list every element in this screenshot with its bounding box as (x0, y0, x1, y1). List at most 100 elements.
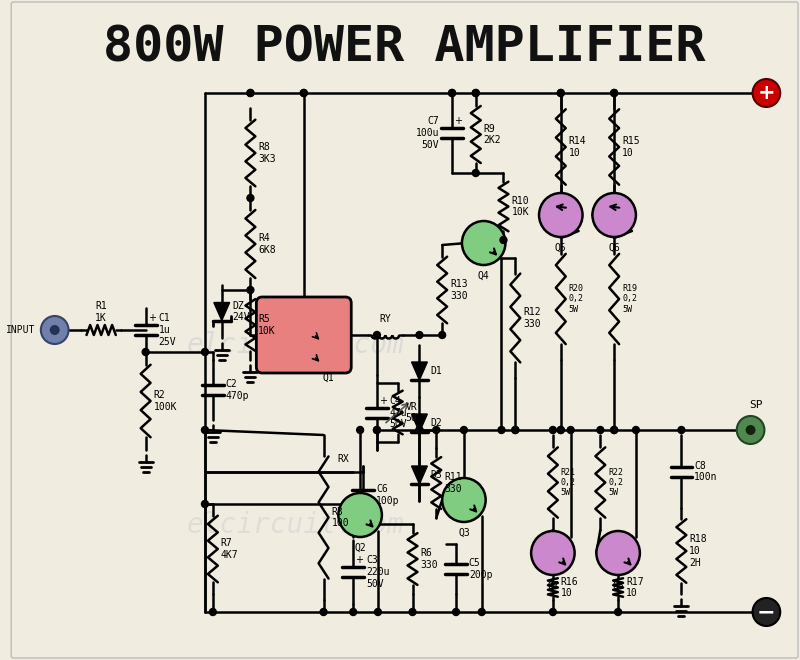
Circle shape (433, 426, 440, 434)
Text: SP: SP (749, 400, 762, 410)
Circle shape (202, 426, 209, 434)
Polygon shape (214, 302, 230, 321)
Circle shape (610, 426, 618, 434)
Circle shape (202, 500, 209, 508)
Circle shape (416, 331, 423, 339)
Text: C1
1u
25V: C1 1u 25V (158, 314, 176, 346)
Text: R3
100: R3 100 (331, 507, 349, 528)
Text: DZ
24V: DZ 24V (233, 301, 250, 322)
Circle shape (614, 609, 622, 616)
Circle shape (374, 331, 380, 339)
Text: R20
0,2
5W: R20 0,2 5W (569, 284, 584, 314)
Text: RX: RX (338, 454, 350, 464)
Circle shape (539, 193, 582, 237)
Text: Q3: Q3 (458, 528, 470, 538)
Circle shape (610, 90, 618, 96)
Text: +: + (379, 395, 387, 405)
Circle shape (512, 426, 518, 434)
Circle shape (558, 90, 564, 96)
Text: elcircuit.com: elcircuit.com (187, 331, 405, 359)
Text: R16
10: R16 10 (561, 577, 578, 599)
FancyBboxPatch shape (256, 297, 351, 373)
Circle shape (416, 426, 423, 434)
Circle shape (498, 426, 505, 434)
Text: 800W POWER AMPLIFIER: 800W POWER AMPLIFIER (103, 23, 706, 71)
Text: R12
330: R12 330 (523, 307, 541, 329)
Circle shape (531, 531, 574, 575)
Text: D2: D2 (430, 418, 442, 428)
Circle shape (610, 426, 618, 434)
Polygon shape (411, 466, 427, 484)
FancyBboxPatch shape (11, 2, 798, 658)
Text: R19
0,2
5W: R19 0,2 5W (622, 284, 637, 314)
Text: R15
10: R15 10 (622, 136, 640, 158)
Text: Q6: Q6 (608, 243, 620, 253)
Text: R18
10
2H: R18 10 2H (690, 535, 707, 568)
Text: R8
3K3: R8 3K3 (258, 142, 276, 164)
Text: VR
500: VR 500 (406, 402, 423, 423)
Circle shape (500, 236, 507, 244)
Text: R21
0,2
5W: R21 0,2 5W (561, 467, 576, 498)
Text: R6
330: R6 330 (421, 548, 438, 570)
Circle shape (374, 426, 380, 434)
Circle shape (449, 90, 455, 96)
Text: D1: D1 (430, 366, 442, 376)
Text: R2
100K: R2 100K (154, 390, 177, 412)
Text: +: + (148, 313, 156, 323)
Text: R7
4K7: R7 4K7 (221, 538, 238, 560)
Circle shape (357, 426, 363, 434)
Circle shape (442, 478, 486, 522)
Text: R13
330: R13 330 (450, 279, 468, 301)
Circle shape (633, 426, 639, 434)
Text: +: + (758, 83, 775, 103)
Circle shape (338, 493, 382, 537)
Circle shape (202, 348, 209, 356)
Circle shape (472, 90, 479, 96)
Text: C2
470p: C2 470p (226, 379, 249, 401)
Circle shape (247, 195, 254, 201)
Text: RY: RY (379, 314, 391, 324)
Circle shape (461, 426, 467, 434)
Circle shape (41, 316, 69, 344)
Text: −: − (757, 602, 776, 622)
Text: C8
100n: C8 100n (694, 461, 718, 482)
Circle shape (472, 90, 479, 96)
Text: C5
200p: C5 200p (469, 558, 492, 579)
Text: R11
330: R11 330 (444, 472, 462, 494)
Text: Q2: Q2 (354, 543, 366, 553)
Text: D3: D3 (430, 470, 442, 480)
Circle shape (416, 426, 423, 434)
Circle shape (558, 426, 564, 434)
Text: Q1: Q1 (322, 373, 334, 383)
Circle shape (558, 90, 564, 96)
Text: R1
1K: R1 1K (95, 302, 107, 323)
Circle shape (512, 426, 518, 434)
Circle shape (558, 426, 564, 434)
Circle shape (350, 609, 357, 616)
Circle shape (737, 416, 765, 444)
Circle shape (449, 90, 455, 96)
Circle shape (247, 286, 254, 294)
Circle shape (409, 609, 416, 616)
Circle shape (462, 221, 506, 265)
Text: elcircuit.com: elcircuit.com (187, 511, 405, 539)
Circle shape (746, 425, 755, 435)
Circle shape (374, 609, 382, 616)
Circle shape (550, 609, 556, 616)
Text: C3
220u
50V: C3 220u 50V (366, 556, 390, 589)
Circle shape (753, 79, 780, 107)
Circle shape (210, 609, 216, 616)
Text: INPUT: INPUT (6, 325, 35, 335)
Circle shape (50, 325, 60, 335)
Circle shape (593, 193, 636, 237)
Circle shape (597, 426, 604, 434)
Text: R5
10K: R5 10K (258, 314, 276, 336)
Text: C6
100p: C6 100p (376, 484, 399, 506)
Circle shape (142, 348, 149, 356)
Circle shape (478, 609, 485, 616)
Circle shape (247, 90, 254, 96)
Circle shape (678, 426, 685, 434)
Circle shape (550, 426, 556, 434)
Text: Q5: Q5 (555, 243, 566, 253)
Text: R14
10: R14 10 (569, 136, 586, 158)
